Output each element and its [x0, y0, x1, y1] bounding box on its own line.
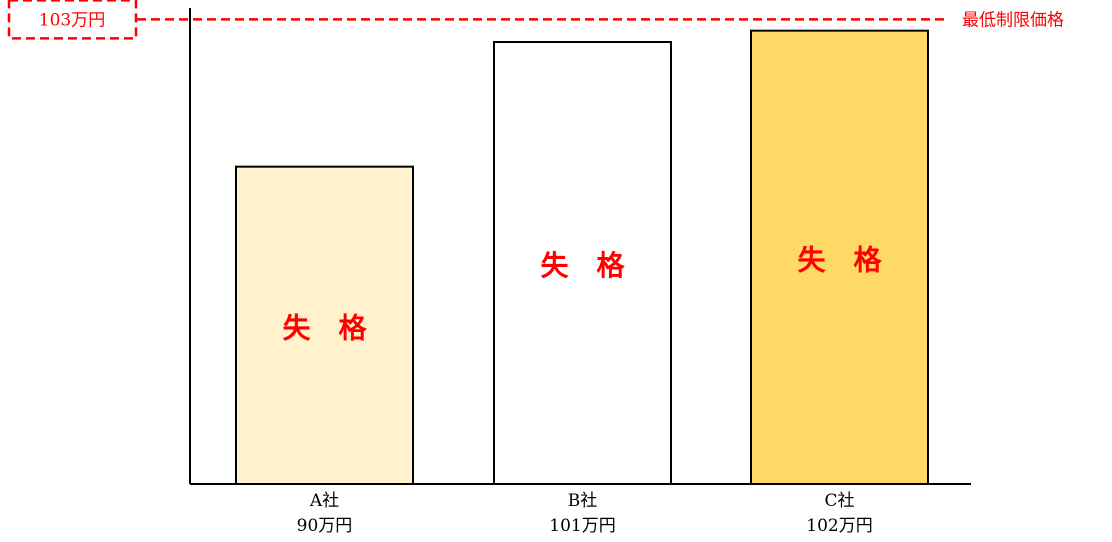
bar-status-label: 失 格	[282, 311, 367, 344]
bars-group	[235, 29, 929, 486]
reference-value-label: 103万円	[39, 10, 105, 30]
price-label: 101万円	[549, 516, 615, 536]
category-label: B社	[568, 491, 598, 511]
reference-value-box	[7, 0, 138, 40]
bar-1	[235, 165, 414, 486]
price-label: 90万円	[297, 516, 353, 536]
bar-status-label: 失 格	[797, 243, 882, 276]
labels-group: 失 格 A社 90万円 失 格 B社 101万円 失 格 C社 102万円	[282, 243, 882, 536]
bar-3	[750, 29, 929, 486]
reference-line-label: 最低制限価格	[962, 10, 1064, 30]
bar-status-label: 失 格	[540, 249, 625, 282]
category-label: A社	[309, 491, 339, 511]
price-label: 102万円	[806, 516, 872, 536]
category-label: C社	[824, 491, 854, 511]
bar-2	[493, 41, 672, 485]
